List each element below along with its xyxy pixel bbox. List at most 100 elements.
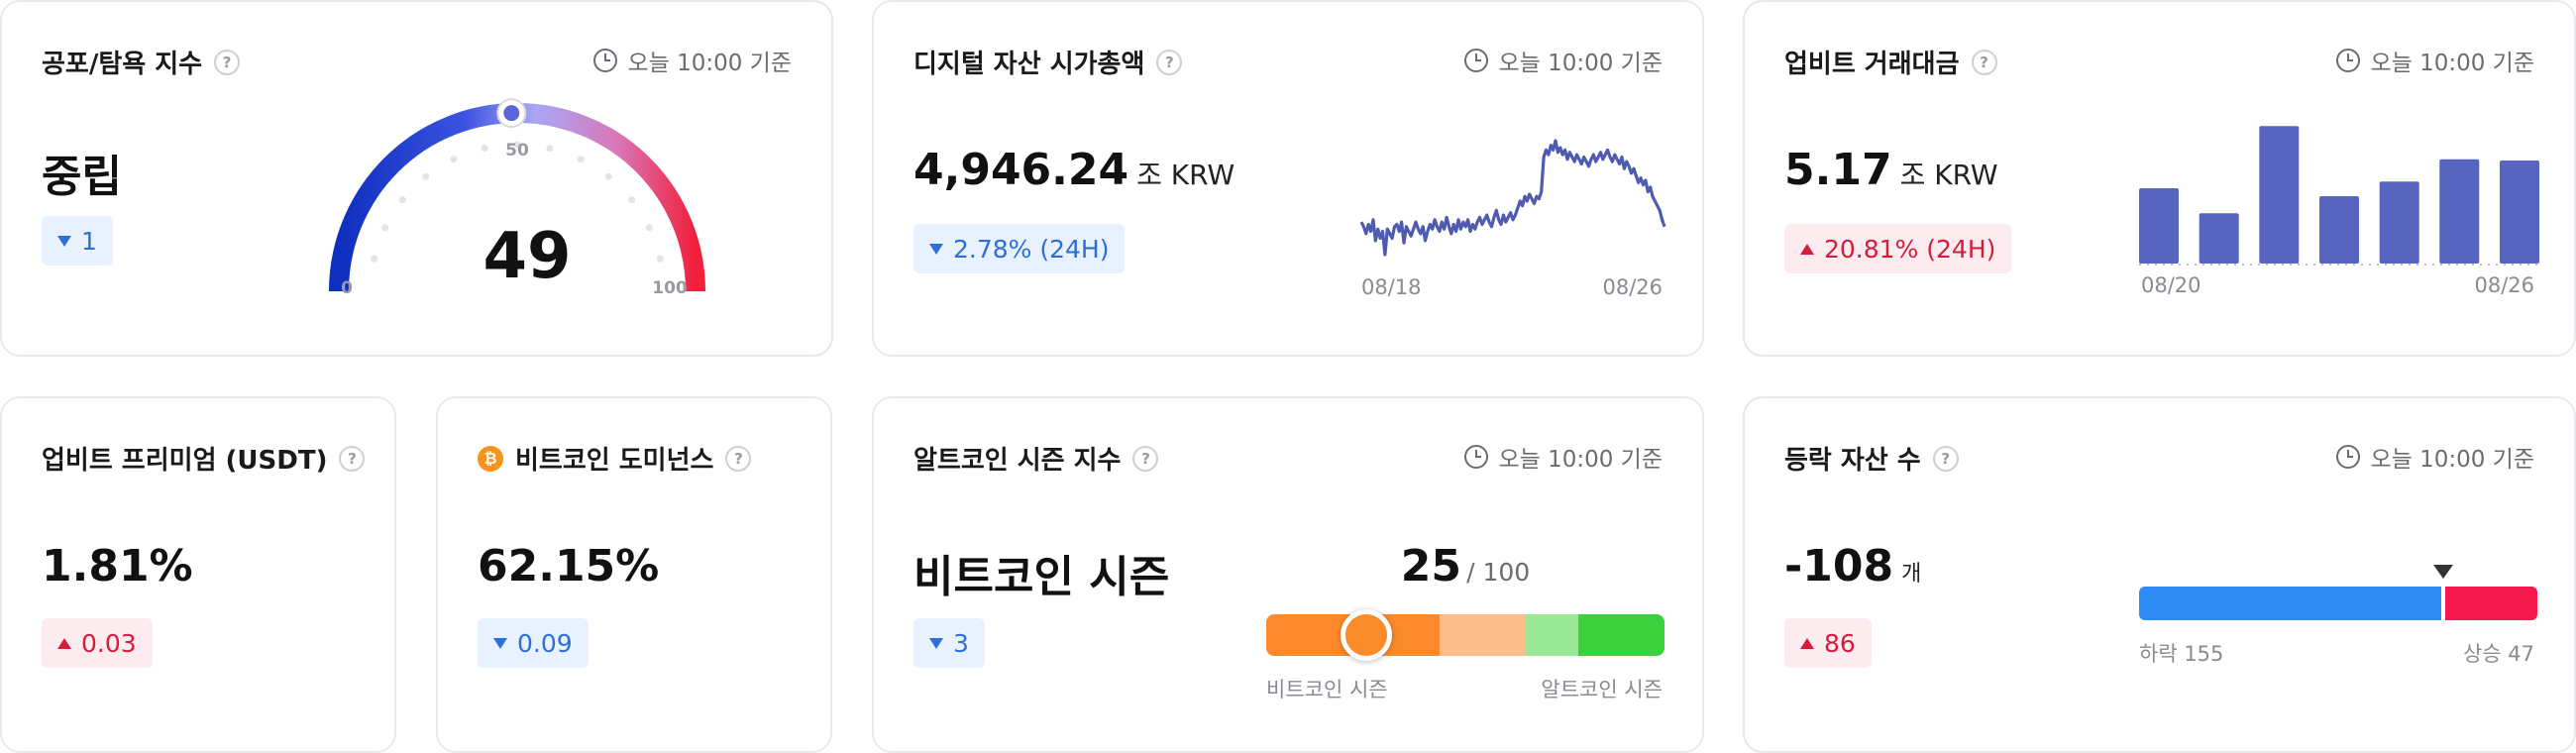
bitcoin-icon: ₿ [478, 445, 503, 472]
market-cap-value-row: 4,946.24 조 KRW [913, 145, 1234, 195]
premium-card: 업비트 프리미엄 (USDT) ? 1.81% 0.03 [0, 396, 396, 753]
volume-x-start: 08/20 [2141, 273, 2201, 297]
volume-value: 5.17 [1784, 145, 1892, 195]
gauge-tick [628, 196, 636, 204]
gauge-knob-center [503, 105, 520, 122]
market-cap-line-chart [1359, 139, 1666, 257]
dominance-title: ₿ 비트코인 도미넌스 ? [478, 440, 752, 477]
help-icon[interactable]: ? [725, 445, 752, 472]
altseason-bar [1266, 614, 1664, 656]
dominance-change-badge: 0.09 [478, 618, 589, 668]
altseason-change-badge: 3 [913, 618, 985, 668]
gauge-mid-label: 50 [505, 141, 529, 161]
gauge-tick [422, 172, 430, 180]
gauge-max-label: 100 [652, 278, 688, 298]
altseason-bar-btc-light [1439, 614, 1527, 656]
altseason-knob [1340, 609, 1392, 661]
volume-card: 업비트 거래대금 ? 오늘 10:00 기준 5.17 조 KRW 20.81% … [1743, 0, 2576, 357]
volume-bar [2139, 188, 2179, 264]
altseason-bar-alt-light [1526, 614, 1578, 656]
market-cap-value: 4,946.24 [913, 145, 1129, 195]
timestamp: 오늘 10:00 기준 [1464, 440, 1663, 474]
gauge-tick [398, 196, 406, 204]
fear-greed-card: 공포/탐욕 지수 ? 오늘 10:00 기준 중립 1 50 49 0 100 [0, 0, 833, 357]
down-arrow-icon [929, 243, 943, 255]
timestamp: 오늘 10:00 기준 [2336, 440, 2534, 474]
down-arrow-icon [493, 637, 507, 649]
altseason-score-row: 25 / 100 [1266, 541, 1664, 592]
gauge-tick [577, 156, 585, 163]
updown-change-badge: 86 [1784, 618, 1872, 668]
updown-down-label: 하락 155 [2139, 642, 2224, 666]
updown-bar-down [2139, 587, 2442, 620]
altseason-title: 알트코인 시즌 지수 ? [913, 440, 1159, 477]
help-icon[interactable]: ? [339, 445, 366, 472]
help-icon[interactable]: ? [1156, 49, 1183, 75]
clock-icon [2336, 49, 2361, 72]
altseason-card: 알트코인 시즌 지수 ? 오늘 10:00 기준 비트코인 시즌 3 25 / … [872, 396, 1704, 753]
market-cap-series-line [1359, 139, 1666, 257]
altseason-left-label: 비트코인 시즌 [1266, 678, 1388, 701]
help-icon[interactable]: ? [1132, 445, 1159, 472]
volume-unit: 조 KRW [1899, 159, 1998, 191]
down-arrow-icon [929, 637, 943, 649]
volume-x-end: 08/26 [2474, 273, 2534, 297]
altseason-right-label: 알트코인 시즌 [1541, 678, 1663, 701]
timestamp: 오늘 10:00 기준 [1464, 44, 1663, 77]
gauge-tick [645, 224, 653, 232]
premium-change-badge: 0.03 [42, 618, 153, 668]
volume-bar [2259, 126, 2300, 264]
fear-greed-status: 중립 [42, 152, 122, 202]
volume-bar [2379, 181, 2419, 264]
gauge-tick [546, 145, 554, 153]
clock-icon [1464, 49, 1489, 72]
market-cap-change-badge: 2.78% (24H) [913, 224, 1126, 273]
updown-up-label: 상승 47 [2462, 642, 2534, 666]
volume-bar [2439, 159, 2480, 264]
help-icon[interactable]: ? [214, 49, 241, 75]
volume-value-row: 5.17 조 KRW [1784, 145, 1998, 195]
updown-value: -108 [1784, 541, 1894, 592]
updown-title: 등락 자산 수 ? [1784, 440, 1959, 477]
market-cap-unit: 조 KRW [1136, 159, 1235, 191]
updown-value-row: -108 개 [1784, 541, 1921, 592]
volume-bar [2319, 196, 2359, 264]
help-icon[interactable]: ? [1932, 445, 1959, 472]
clock-icon [2336, 445, 2361, 469]
help-icon[interactable]: ? [1971, 49, 1997, 75]
fear-greed-gauge: 50 49 0 100 [329, 98, 705, 298]
timestamp: 오늘 10:00 기준 [593, 44, 792, 77]
altseason-score: 25 [1400, 541, 1462, 592]
updown-bar [2139, 587, 2537, 620]
gauge-tick [381, 224, 389, 232]
volume-bar [2199, 213, 2239, 264]
up-arrow-icon [1800, 637, 1814, 649]
gauge-tick [481, 145, 488, 153]
gauge-tick [513, 141, 521, 149]
gauge-tick [656, 255, 664, 263]
altseason-status: 비트코인 시즌 [913, 552, 1170, 602]
dominance-card: ₿ 비트코인 도미넌스 ? 62.15% 0.09 [436, 396, 832, 753]
gauge-min-label: 0 [341, 278, 353, 298]
market-cap-x-end: 08/26 [1602, 275, 1663, 299]
up-arrow-icon [57, 637, 71, 649]
altseason-score-max: / 100 [1466, 558, 1531, 587]
clock-icon [593, 49, 618, 72]
gauge-tick [371, 255, 378, 263]
market-cap-card: 디지털 자산 시가총액 ? 오늘 10:00 기준 4,946.24 조 KRW … [872, 0, 1704, 357]
updown-unit: 개 [1901, 562, 1922, 587]
volume-change-badge: 20.81% (24H) [1784, 224, 2012, 273]
gauge-tick [450, 156, 458, 163]
gauge-tick [604, 172, 612, 180]
premium-title: 업비트 프리미엄 (USDT) ? [42, 440, 366, 477]
volume-title: 업비트 거래대금 ? [1784, 44, 1997, 80]
clock-icon [1464, 445, 1489, 469]
volume-bar [2500, 161, 2539, 264]
dominance-value: 62.15% [478, 541, 660, 592]
down-arrow-icon [57, 235, 71, 247]
fear-greed-value: 49 [483, 220, 571, 293]
fear-greed-change-badge: 1 [42, 216, 113, 266]
updown-bar-up [2445, 587, 2537, 620]
volume-bar-chart [2139, 126, 2539, 266]
up-arrow-icon [1800, 243, 1814, 255]
